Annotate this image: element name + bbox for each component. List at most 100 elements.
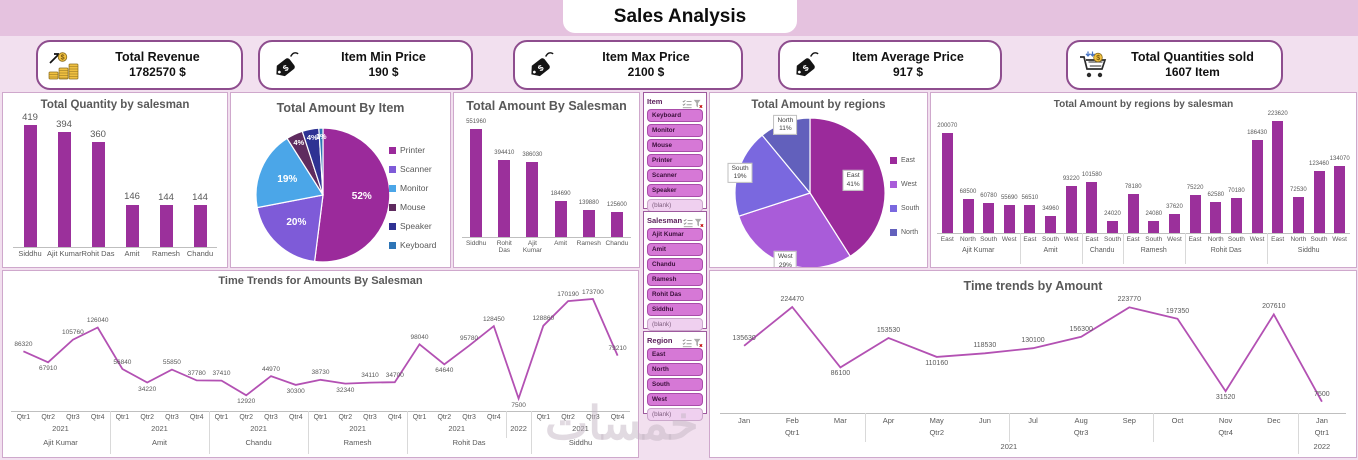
kpi-text: Item Min Price 190 $ [304,49,463,81]
bar-west [1169,214,1180,233]
slicer-header: Salesman [647,214,704,228]
slicer-item-monitor[interactable]: Monitor [647,124,703,137]
slicer-item-ramesh[interactable]: Ramesh [647,273,703,286]
axis-separator [506,411,508,438]
axis-category-label: Ramesh [152,249,180,258]
axis-category-label: West [1001,236,1017,243]
legend-bullet [389,222,396,230]
clear-filter-icon[interactable] [693,96,703,109]
axis-category-label: Rohit Das [496,240,512,255]
axis-category-label: West [1249,236,1265,243]
slicer-item-north[interactable]: North [647,363,703,376]
point-value-label: 32340 [336,386,355,394]
clear-filter-icon[interactable] [693,335,703,348]
svg-text:$: $ [536,62,546,73]
legend-item-west: West [890,181,917,188]
axis-period-label: Qtr1 [115,414,130,421]
slicer-item-amit[interactable]: Amit [647,243,703,256]
multi-select-icon[interactable] [683,215,693,228]
axis-period-label: Sep [1122,416,1136,425]
pie-percent-label: 4% [293,137,305,147]
axis-separator [308,411,310,454]
bar-value-label: 123460 [1308,161,1330,168]
bar-value-label: 134070 [1329,155,1350,162]
point-value-label: 170190 [557,290,579,298]
bar-value-label: 125600 [606,202,627,209]
slicer-item-scanner[interactable]: Scanner [647,169,703,182]
coins-growth-icon: $ [46,50,82,80]
chart-time-trends-amount: Time trends by Amount 135630 Jan 224470 Feb 8… [710,271,1356,457]
point-value-label: 31520 [1215,394,1236,402]
axis-quarter-label: Qtr3 [1073,428,1089,437]
axis-separator [209,411,211,454]
axis-year-label: Rohit Das [452,438,486,447]
slicer-item-ajit-kumar[interactable]: Ajit Kumar [647,228,703,241]
axis-quarter-label: Qtr1 [1314,428,1330,437]
slicer-item-speaker[interactable]: Speaker [647,184,703,197]
axis-period-label: Mar [833,416,847,425]
slicer-item-south[interactable]: South [647,378,703,391]
clear-filter-icon[interactable] [694,215,704,228]
point-value-label: 34110 [361,372,379,380]
price-tag-icon: $ [523,50,559,80]
chart-title: Total Amount by regions [751,99,886,111]
multi-select-icon[interactable] [682,335,692,348]
panel-amount-regions-by-salesman: Total Amount by regions by salesman 20007… [930,92,1357,268]
bar-value-label: 62580 [1207,191,1225,198]
slicer-item-siddhu[interactable]: Siddhu [647,303,703,316]
axis-category-label: East [940,236,954,243]
slicer-item-chandu[interactable]: Chandu [647,258,703,271]
axis-period-label: Qtr3 [165,414,179,421]
bar-value-label: 144 [158,191,174,203]
chart-title: Time Trends for Amounts By Salesman [218,275,423,287]
axis-period-label: Qtr2 [437,414,452,421]
bar-rohit das [91,142,105,247]
chart-title: Total Amount By Item [276,101,405,115]
bar-value-label: 72530 [1290,186,1307,193]
slicer-item--blank-[interactable]: (blank) [647,318,703,331]
axis-period-label: Qtr3 [264,414,278,421]
bar-value-label: 419 [22,111,38,123]
legend-item-scanner: Scanner [389,164,432,174]
axis-period-label: Qtr1 [214,414,229,421]
axis-period-label: Jul [1028,416,1038,425]
bar-east [1189,195,1201,233]
slicer-item-mouse[interactable]: Mouse [647,139,703,152]
bar-value-label: 55690 [1000,195,1018,202]
legend-item-keyboard: Keyboard [389,240,436,250]
pie-callout-north: North 11% [773,114,798,135]
pie-slice-scanner [256,194,324,263]
kpi-item-average-price: $ Item Average Price 917 $ [778,40,1002,90]
point-value-label: 12920 [237,398,256,406]
shopping-cart-icon: $ [1076,50,1112,80]
kpi-value: 1782570 $ [129,65,186,80]
slicer-item-east[interactable]: East [647,348,703,361]
legend-item-south: South [890,205,919,212]
bar-rohit das [498,159,511,237]
trend-line [23,298,619,402]
slicer-item-printer[interactable]: Printer [647,154,703,167]
multi-select-icon[interactable] [682,96,692,109]
pie-callout-east: East 41% [842,170,864,191]
point-value-label: 224470 [780,296,804,303]
bar-north [962,198,974,233]
panel-amount-by-regions: Total Amount by regions East 41% West 29% Sou… [709,92,928,268]
bar-value-label: 186430 [1247,129,1268,136]
legend-item-mouse: Mouse [389,202,426,212]
svg-text:$: $ [61,55,65,62]
slicer-salesman: Salesman Ajit Kumar Amit Chandu Ramesh Rohit … [643,211,707,331]
bar-chandu [193,205,207,247]
slicer-item-keyboard[interactable]: Keyboard [647,109,703,122]
bar-south [1230,197,1242,233]
chart-title: Total Amount by regions by salesman [1053,99,1234,110]
slicer-item--blank-[interactable]: (blank) [647,408,703,421]
axis-period-label: Qtr4 [387,414,402,421]
point-value-label: 95780 [460,335,479,343]
pie-callout-west: West 29% [774,251,797,267]
slicer-item-west[interactable]: West [647,393,703,406]
slicer-item-rohit-das[interactable]: Rohit Das [647,288,703,301]
bar-value-label: 394 [56,118,72,130]
bar-value-label: 70180 [1228,187,1245,194]
bar-value-label: 184690 [550,190,571,197]
axis-category-label: Rohit Das [81,249,115,258]
